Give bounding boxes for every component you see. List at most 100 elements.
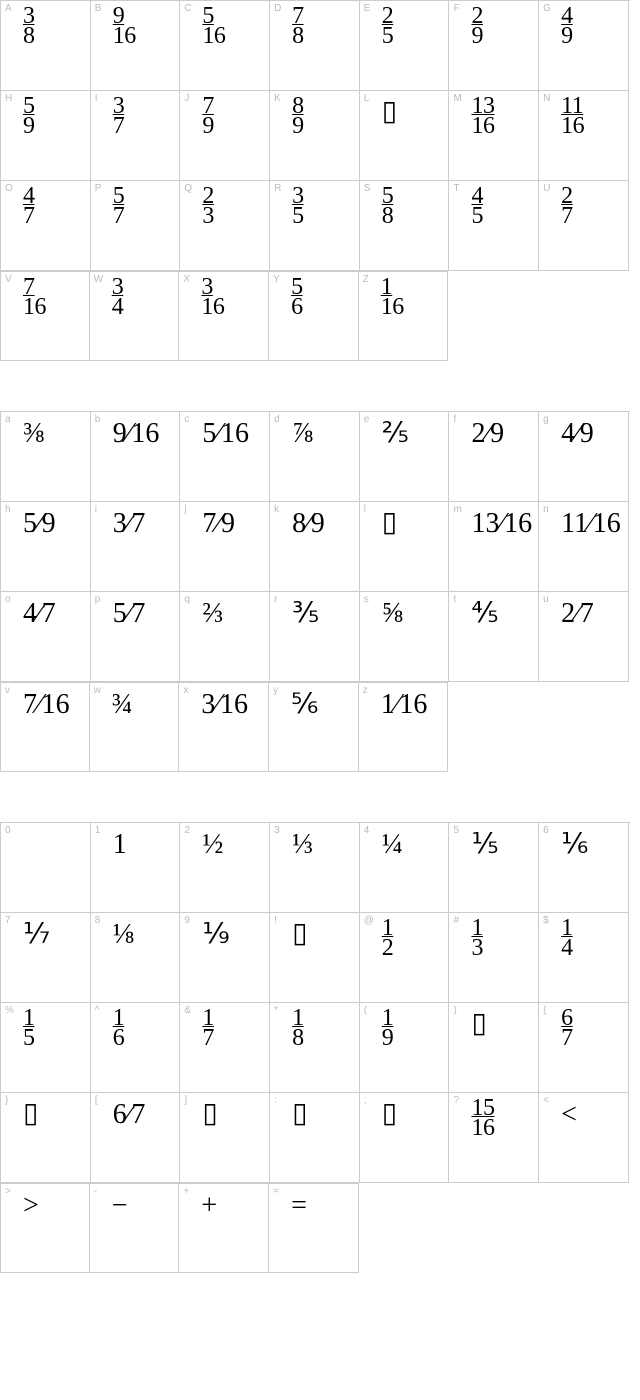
cell-glyph: 23 — [202, 187, 214, 226]
glyph-cell: T45 — [449, 181, 539, 271]
fraction-denominator: 16 — [471, 1115, 494, 1141]
cell-key-label: @ — [364, 916, 374, 926]
cell-key-label: N — [543, 94, 550, 104]
fraction-denominator: 8 — [382, 203, 394, 229]
glyph-cell: == — [269, 1183, 359, 1273]
cell-glyph: + — [201, 1192, 217, 1220]
cell-key-label: w — [94, 686, 101, 696]
glyph-cell: 9⅑ — [180, 913, 270, 1003]
glyph-cell: (19 — [360, 1003, 450, 1093]
glyph-cell: 2½ — [180, 823, 270, 913]
glyph-cell: b9⁄16 — [91, 412, 181, 502]
cell-key-label: 0 — [5, 826, 11, 836]
glyph-cell: W34 — [90, 271, 180, 361]
glyph-grid: a⅜b9⁄16c5⁄16d⅞e⅖f2⁄9g4⁄9h5⁄9i3⁄7j7⁄9k8⁄9… — [0, 411, 630, 682]
glyph-cell: ?1516 — [449, 1093, 539, 1183]
fraction-denominator: 6 — [113, 1025, 125, 1051]
cell-glyph: 45 — [471, 187, 483, 226]
glyph-cell: *18 — [270, 1003, 360, 1093]
cell-glyph: 37 — [113, 97, 125, 136]
cell-key-label: { — [543, 1006, 546, 1016]
fraction-denominator: 2 — [382, 935, 394, 961]
glyph-cell: s⅝ — [360, 592, 450, 682]
glyph-cell: w¾ — [90, 682, 180, 772]
cell-glyph: 18 — [292, 1009, 304, 1048]
fraction-denominator: 7 — [113, 203, 125, 229]
cell-key-label: k — [274, 505, 279, 515]
cell-key-label: ) — [453, 1006, 456, 1016]
glyph-cell: G49 — [539, 1, 629, 91]
glyph-cell: l▯ — [360, 502, 450, 592]
cell-key-label: W — [94, 275, 103, 285]
glyph-cell: [6⁄7 — [91, 1093, 181, 1183]
glyph-cell: X316 — [179, 271, 269, 361]
cell-key-label: 4 — [364, 826, 370, 836]
cell-key-label: f — [453, 415, 456, 425]
glyph-cell: Q23 — [180, 181, 270, 271]
glyph-cell: 5⅕ — [449, 823, 539, 913]
cell-key-label: 8 — [95, 916, 101, 926]
cell-glyph: 67 — [561, 1009, 573, 1048]
glyph-cell: H59 — [1, 91, 91, 181]
cell-glyph: 116 — [381, 278, 404, 317]
cell-glyph: 35 — [292, 187, 304, 226]
glyph-grid-tail: V716W34X316Y56Z116 — [0, 271, 630, 361]
glyph-cell: M1316 — [449, 91, 539, 181]
cell-key-label: 1 — [95, 826, 101, 836]
cell-key-label: p — [95, 595, 101, 605]
cell-key-label: R — [274, 184, 281, 194]
cell-key-label: ( — [364, 1006, 367, 1016]
cell-glyph: 27 — [561, 187, 573, 226]
cell-glyph: 4⁄7 — [23, 600, 56, 628]
glyph-cell: P57 — [91, 181, 181, 271]
fraction-denominator: 9 — [561, 23, 573, 49]
cell-glyph: ⅛ — [113, 921, 134, 949]
cell-glyph: 38 — [23, 7, 35, 46]
glyph-cell: I 37 — [91, 91, 181, 181]
glyph-cell: z1⁄16 — [359, 682, 449, 772]
glyph-cell: e⅖ — [360, 412, 450, 502]
cell-glyph: 5⁄9 — [23, 510, 56, 538]
cell-key-label: y — [273, 686, 278, 696]
cell-glyph: ⅐ — [23, 921, 50, 949]
cell-key-label: z — [363, 686, 368, 696]
cell-key-label: a — [5, 415, 11, 425]
cell-key-label: ; — [364, 1096, 367, 1106]
glyph-cell: >> — [0, 1183, 90, 1273]
glyph-cell: 4¼ — [360, 823, 450, 913]
glyph-grid: 0112½3⅓4¼5⅕6⅙7⅐8⅛9⅑!▯@12#13$14%15^16&17*… — [0, 822, 630, 1183]
fraction-denominator: 8 — [292, 23, 304, 49]
cell-key-label: F — [453, 4, 459, 14]
cell-key-label: o — [5, 595, 11, 605]
cell-glyph: 89 — [292, 97, 304, 136]
cell-key-label: L — [364, 94, 370, 104]
glyph-cell: #13 — [449, 913, 539, 1003]
cell-glyph: 57 — [113, 187, 125, 226]
glyph-cell: 7⅐ — [1, 913, 91, 1003]
cell-key-label: i — [95, 505, 97, 515]
glyph-cell: -− — [90, 1183, 180, 1273]
glyph-cell: q⅔ — [180, 592, 270, 682]
cell-glyph: 5⁄7 — [113, 600, 146, 628]
cell-key-label: I — [95, 94, 98, 104]
cell-key-label: x — [183, 686, 188, 696]
cell-glyph: 13⁄16 — [471, 510, 532, 538]
cell-glyph: 11⁄16 — [561, 510, 621, 538]
cell-key-label: C — [184, 4, 191, 14]
fraction-denominator: 4 — [561, 935, 573, 961]
glyph-cell: m13⁄16 — [449, 502, 539, 592]
glyph-cell: @12 — [360, 913, 450, 1003]
cell-key-label: K — [274, 94, 281, 104]
glyph-cell: N1116 — [539, 91, 629, 181]
fraction-denominator: 8 — [292, 1025, 304, 1051]
cell-key-label: e — [364, 415, 370, 425]
cell-key-label: 6 — [543, 826, 549, 836]
cell-glyph: 9⁄16 — [113, 420, 160, 448]
cell-glyph: 6⁄7 — [113, 1101, 146, 1129]
cell-glyph: ▯ — [382, 1099, 397, 1127]
cell-key-label: j — [184, 505, 186, 515]
glyph-cell: k8⁄9 — [270, 502, 360, 592]
cell-key-label: n — [543, 505, 549, 515]
cell-key-label: ] — [184, 1096, 187, 1106]
cell-key-label: % — [5, 1006, 14, 1016]
